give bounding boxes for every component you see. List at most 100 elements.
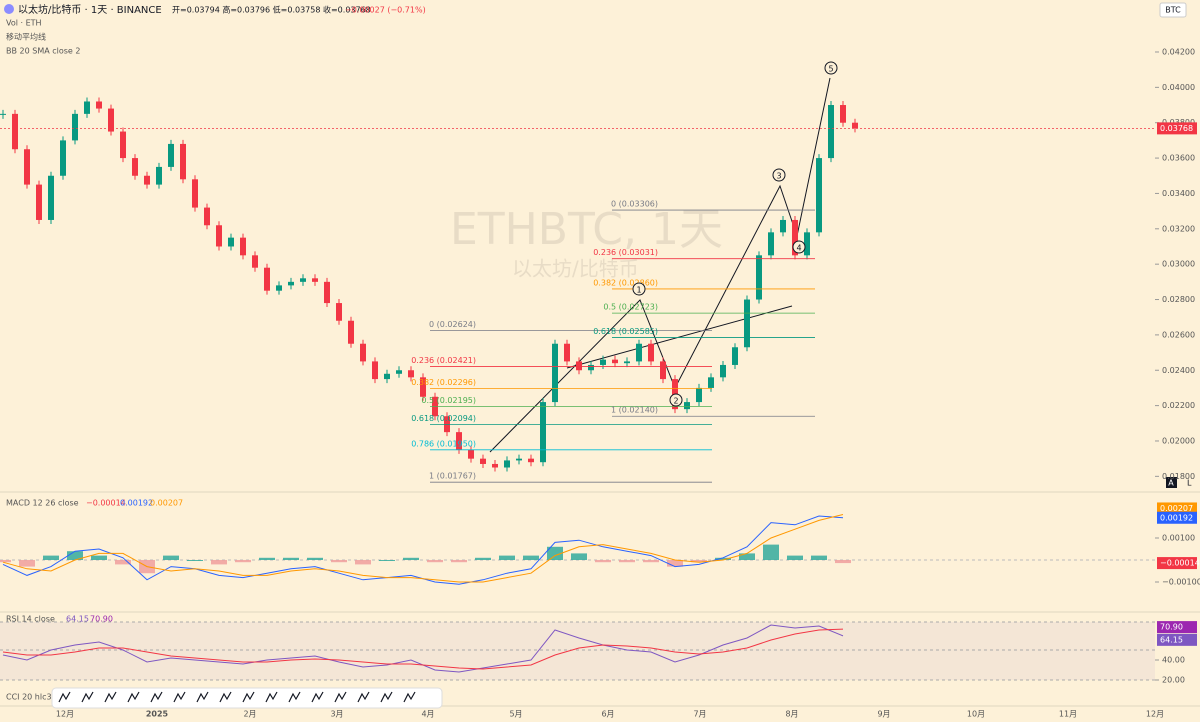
candle: [552, 343, 558, 403]
x-tick-label: 12月: [1146, 710, 1164, 719]
candle: [312, 278, 318, 282]
value-tag-bg: [1157, 633, 1197, 646]
wave-circle: [632, 282, 646, 296]
histogram-bar: [619, 560, 635, 563]
histogram-bar: [499, 555, 515, 560]
tool-icon: [104, 691, 117, 703]
candle: [840, 105, 846, 123]
candle: [792, 219, 798, 256]
candle: [804, 232, 810, 256]
candle: [708, 377, 714, 388]
fib-label: 0.382 (0.02860): [593, 278, 658, 287]
candle: [456, 432, 462, 450]
candle: [24, 149, 30, 185]
candle: [540, 402, 546, 463]
tool-icon: [311, 691, 324, 703]
candle: [408, 370, 414, 378]
symbol[interactable]: 以太坊/比特币 · 1天 · BINANCE: [18, 3, 162, 16]
value-tag: −0.00014: [1160, 559, 1200, 568]
candle: [816, 158, 822, 233]
tool-icon: [242, 691, 255, 703]
x-tick-label: 11月: [1059, 710, 1077, 719]
tool-icon: [357, 691, 370, 703]
wave-circle: [824, 61, 838, 75]
candle: [648, 343, 654, 362]
candle: [252, 255, 258, 268]
candle: [420, 377, 426, 397]
log-label[interactable]: L: [1187, 479, 1192, 488]
candle: [588, 364, 594, 371]
histogram-bar: [379, 560, 395, 561]
wave-label: 1: [636, 286, 641, 295]
histogram-bar: [43, 555, 59, 560]
fib-label: 0.786 (0.01950): [411, 439, 476, 448]
histogram-bar: [331, 560, 347, 563]
indicator[interactable]: BB 20 SMA close 2: [6, 47, 80, 56]
histogram-bar: [667, 560, 683, 567]
x-tick-label: 9月: [877, 710, 890, 719]
histogram-bar: [475, 557, 491, 560]
histogram-bar: [643, 560, 659, 563]
candle: [372, 361, 378, 380]
cci-label[interactable]: CCI 20 hlc3: [6, 693, 52, 702]
y-tick-label: 0.03000: [1162, 260, 1195, 269]
candle: [324, 281, 330, 304]
macd-label[interactable]: MACD 12 26 close: [6, 499, 79, 508]
value-tag: 64.15: [1160, 635, 1183, 644]
candle: [144, 175, 150, 185]
histogram-bar: [211, 560, 227, 565]
indicator[interactable]: Vol · ETH: [6, 19, 42, 28]
fib-label: 0 (0.02624): [429, 320, 476, 329]
histogram-bar: [235, 560, 251, 563]
candle: [36, 184, 42, 220]
candle: [12, 113, 18, 150]
candle: [216, 225, 222, 247]
histogram-bar: [595, 560, 611, 563]
auto-label[interactable]: A: [1168, 479, 1174, 488]
histogram-bar: [0, 560, 11, 563]
x-tick-label: 2月: [243, 710, 256, 719]
y-tick-label: 0.02600: [1162, 330, 1195, 339]
y-tick-label: 20.00: [1162, 676, 1185, 685]
candle: [276, 285, 282, 291]
tool-icon: [334, 691, 347, 703]
fib-label: 0.382 (0.02296): [411, 378, 476, 387]
wave-label: 5: [828, 65, 833, 74]
y-tick-label: 0.03600: [1162, 154, 1195, 163]
value-tag-bg: [1157, 511, 1197, 524]
currency[interactable]: BTC: [1165, 6, 1181, 15]
macd-readout: −0.00014: [86, 499, 126, 508]
histogram-bar: [691, 560, 707, 563]
macd-readout: 0.00207: [150, 499, 183, 508]
symbol-icon: [4, 4, 14, 14]
currency-button[interactable]: [1159, 2, 1187, 18]
indicator[interactable]: 移动平均线: [6, 32, 46, 42]
histogram-bar: [787, 555, 803, 560]
auto-button[interactable]: [1166, 477, 1177, 488]
candle: [360, 343, 366, 362]
ohlc: 开=0.03794 高=0.03796 低=0.03758 收=0.03768: [172, 5, 371, 15]
candle: [756, 255, 762, 300]
value-tag-bg: [1157, 502, 1197, 515]
histogram-bar: [67, 551, 83, 560]
x-tick-label: 3月: [330, 710, 343, 719]
x-tick-label: 8月: [785, 710, 798, 719]
y-tick-label: −0.00100: [1162, 578, 1200, 587]
fib-label: 0.236 (0.03031): [593, 248, 658, 257]
wave-label: 4: [796, 244, 801, 253]
rsi-label[interactable]: RSI 14 close: [6, 615, 55, 624]
candle: [168, 143, 174, 167]
y-tick-label: 0.04000: [1162, 83, 1195, 92]
histogram-bar: [115, 560, 131, 565]
fib-label: 0.618 (0.02585): [593, 327, 658, 336]
tool-icon: [196, 691, 209, 703]
price-axis-bg: [1155, 0, 1200, 722]
candle: [612, 359, 618, 364]
fib-label: 0.5 (0.02195): [421, 396, 476, 405]
candle: [528, 458, 534, 463]
rsi-readout: 70.90: [90, 615, 113, 624]
histogram-bar: [523, 555, 539, 560]
candle: [516, 458, 522, 461]
y-tick-label: 0.02000: [1162, 436, 1195, 445]
candle: [72, 113, 78, 141]
